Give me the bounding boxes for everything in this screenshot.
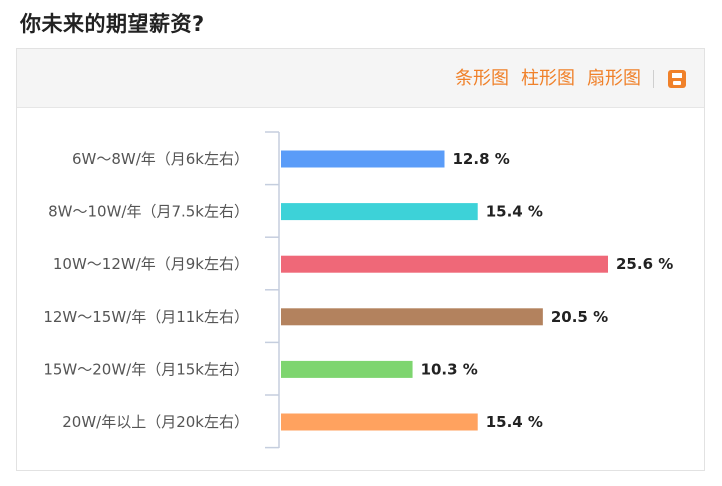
bar-value-label: 12.8 % (453, 150, 510, 168)
toolbar-divider (653, 70, 654, 88)
category-label: 12W～15W/年（月11k左右） (43, 308, 249, 326)
bar (281, 203, 478, 221)
bar-value-label: 20.5 % (551, 308, 608, 326)
tab-bar-chart[interactable]: 条形图 (455, 68, 509, 89)
save-icon[interactable] (668, 70, 686, 88)
category-label: 20W/年以上（月20k左右） (62, 413, 249, 431)
tab-column-chart[interactable]: 柱形图 (521, 68, 575, 89)
category-label: 15W～20W/年（月15k左右） (43, 360, 249, 378)
bar-value-label: 15.4 % (486, 203, 543, 221)
tab-pie-chart[interactable]: 扇形图 (587, 68, 641, 89)
bar (281, 413, 478, 431)
bar-value-label: 25.6 % (616, 255, 673, 273)
category-label: 6W～8W/年（月6k左右） (72, 150, 249, 168)
bar (281, 360, 413, 378)
bar (281, 255, 608, 273)
category-label: 10W～12W/年（月9k左右） (53, 255, 249, 273)
category-label: 8W～10W/年（月7.5k左右） (48, 203, 249, 221)
bar-value-label: 10.3 % (421, 360, 478, 378)
page-title: 你未来的期望薪资? (20, 12, 205, 36)
chart-toolbar: 条形图 柱形图 扇形图 (17, 49, 704, 108)
bar-value-label: 15.4 % (486, 413, 543, 431)
chart-type-tabs: 条形图 柱形图 扇形图 (455, 68, 686, 90)
bar (281, 150, 445, 168)
bar (281, 308, 543, 326)
